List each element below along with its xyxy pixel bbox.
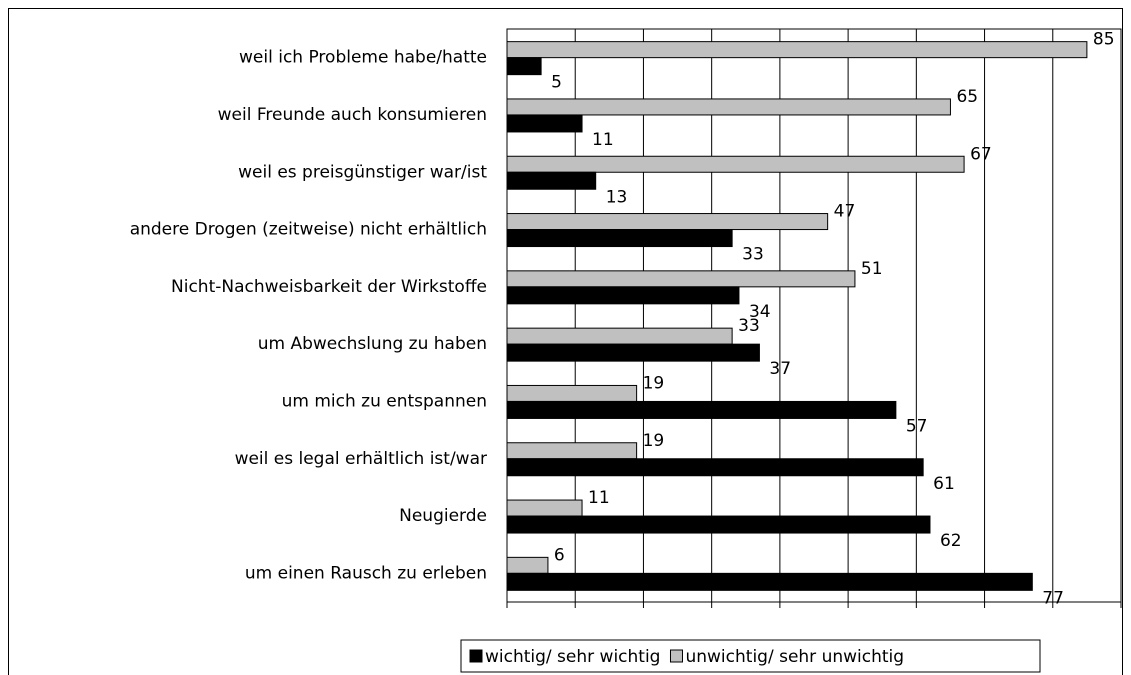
data-label: 19 bbox=[643, 373, 665, 393]
data-label: 13 bbox=[606, 187, 628, 207]
bar bbox=[506, 499, 583, 517]
legend-box bbox=[460, 639, 1041, 673]
data-label: 37 bbox=[769, 359, 791, 379]
data-label: 33 bbox=[742, 245, 764, 265]
data-label: 5 bbox=[551, 73, 562, 93]
bar bbox=[506, 327, 733, 345]
bar bbox=[506, 556, 549, 574]
bar bbox=[506, 155, 965, 173]
bar bbox=[506, 114, 583, 133]
data-label: 19 bbox=[643, 431, 665, 451]
data-label: 11 bbox=[592, 130, 614, 150]
data-label: 33 bbox=[738, 316, 760, 336]
bar bbox=[506, 213, 829, 231]
bar bbox=[506, 171, 597, 190]
bar bbox=[506, 515, 931, 534]
y-tick-label: Neugierde bbox=[399, 506, 487, 526]
data-label: 67 bbox=[970, 144, 992, 164]
y-tick-label: weil Freunde auch konsumieren bbox=[218, 105, 487, 125]
data-label: 11 bbox=[588, 488, 610, 508]
bar bbox=[506, 41, 1088, 59]
y-tick-label: um einen Rausch zu erleben bbox=[245, 563, 487, 583]
y-tick-label: weil es legal erhältlich ist/war bbox=[235, 449, 487, 469]
y-tick-label: Nicht-Nachweisbarkeit der Wirkstoffe bbox=[171, 277, 487, 297]
data-label: 47 bbox=[834, 202, 856, 222]
bar bbox=[506, 572, 1033, 591]
plot-frame bbox=[506, 28, 1122, 603]
legend-swatch bbox=[669, 649, 683, 663]
data-label: 77 bbox=[1042, 588, 1064, 608]
bar bbox=[506, 270, 856, 288]
data-label: 62 bbox=[940, 531, 962, 551]
data-label: 51 bbox=[861, 259, 883, 279]
y-tick-label: um Abwechslung zu haben bbox=[258, 334, 487, 354]
data-label: 61 bbox=[933, 474, 955, 494]
y-tick-label: weil ich Probleme habe/hatte bbox=[239, 48, 487, 68]
data-label: 34 bbox=[749, 302, 771, 322]
bar bbox=[506, 229, 733, 248]
bar bbox=[506, 343, 760, 362]
bar bbox=[506, 286, 740, 305]
legend-swatch bbox=[469, 649, 483, 663]
bar bbox=[506, 442, 638, 460]
y-tick-label: weil es preisgünstiger war/ist bbox=[238, 162, 487, 182]
data-label: 57 bbox=[906, 416, 928, 436]
legend-label: wichtig/ sehr wichtig bbox=[485, 647, 660, 667]
legend-label: unwichtig/ sehr unwichtig bbox=[685, 647, 904, 667]
bar bbox=[506, 57, 542, 76]
data-label: 65 bbox=[956, 87, 978, 107]
y-tick-label: andere Drogen (zeitweise) nicht erhältli… bbox=[130, 220, 487, 240]
data-label: 85 bbox=[1093, 30, 1115, 50]
bar bbox=[506, 384, 638, 402]
bar bbox=[506, 458, 924, 477]
bar bbox=[506, 400, 897, 419]
y-tick-label: um mich zu entspannen bbox=[282, 391, 487, 411]
bar bbox=[506, 98, 951, 116]
data-label: 6 bbox=[554, 545, 565, 565]
